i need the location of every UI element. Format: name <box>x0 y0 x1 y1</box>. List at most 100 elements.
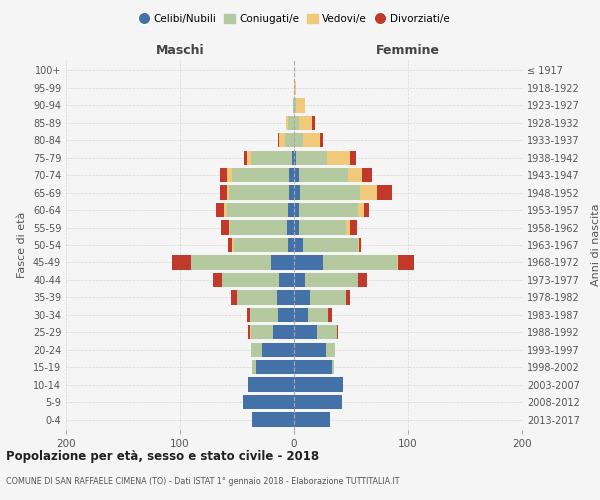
Bar <box>397 256 398 270</box>
Bar <box>326 342 335 357</box>
Bar <box>230 220 287 234</box>
Bar <box>350 150 356 165</box>
Bar <box>294 395 342 409</box>
Bar <box>262 342 294 357</box>
Bar <box>232 238 233 252</box>
Y-axis label: Fasce di età: Fasce di età <box>17 212 27 278</box>
Bar <box>310 290 346 304</box>
Bar <box>220 168 227 182</box>
Bar <box>294 168 299 182</box>
Bar <box>312 116 314 130</box>
Bar <box>358 203 364 217</box>
Bar <box>229 186 289 200</box>
Bar <box>285 133 294 148</box>
Bar <box>287 220 294 234</box>
Bar <box>294 238 303 252</box>
Bar <box>294 360 332 374</box>
Bar <box>247 150 251 165</box>
Bar <box>305 273 358 287</box>
Bar <box>279 273 294 287</box>
Bar <box>227 186 229 200</box>
Bar <box>278 133 279 148</box>
Bar <box>303 238 358 252</box>
Bar <box>294 290 310 304</box>
Bar <box>250 308 278 322</box>
Bar <box>300 186 360 200</box>
Bar <box>294 220 299 234</box>
Bar <box>271 256 294 270</box>
Bar <box>299 116 312 130</box>
Bar <box>237 290 277 304</box>
Bar <box>337 325 338 340</box>
Bar <box>242 395 294 409</box>
Bar <box>358 273 367 287</box>
Text: Femmine: Femmine <box>376 44 440 58</box>
Bar <box>359 238 361 252</box>
Bar <box>227 203 289 217</box>
Text: Popolazione per età, sesso e stato civile - 2018: Popolazione per età, sesso e stato civil… <box>6 450 319 463</box>
Bar <box>213 273 222 287</box>
Bar <box>347 168 362 182</box>
Bar <box>294 308 308 322</box>
Bar <box>232 168 289 182</box>
Bar <box>303 133 320 148</box>
Bar <box>232 290 237 304</box>
Bar <box>299 220 346 234</box>
Bar <box>172 256 191 270</box>
Bar <box>350 220 356 234</box>
Bar <box>320 133 323 148</box>
Bar <box>277 290 294 304</box>
Bar <box>346 220 350 234</box>
Bar <box>289 186 294 200</box>
Bar <box>398 256 414 270</box>
Bar <box>317 325 337 340</box>
Bar <box>222 273 279 287</box>
Legend: Celibi/Nubili, Coniugati/e, Vedovi/e, Divorziati/e: Celibi/Nubili, Coniugati/e, Vedovi/e, Di… <box>134 10 454 29</box>
Bar <box>299 203 358 217</box>
Bar <box>294 378 343 392</box>
Bar <box>278 308 294 322</box>
Bar <box>294 133 303 148</box>
Bar <box>251 342 262 357</box>
Bar <box>256 360 294 374</box>
Bar <box>296 98 305 112</box>
Bar <box>294 81 296 95</box>
Bar <box>294 150 296 165</box>
Bar <box>251 325 274 340</box>
Bar <box>296 150 327 165</box>
Bar <box>289 116 294 130</box>
Bar <box>229 220 230 234</box>
Bar <box>377 186 392 200</box>
Bar <box>279 133 285 148</box>
Bar <box>233 238 289 252</box>
Bar <box>244 150 247 165</box>
Bar <box>252 412 294 426</box>
Bar <box>248 378 294 392</box>
Bar <box>323 256 397 270</box>
Bar <box>289 203 294 217</box>
Bar <box>220 186 227 200</box>
Bar <box>294 203 299 217</box>
Bar <box>228 238 232 252</box>
Bar <box>358 238 359 252</box>
Bar <box>286 116 289 130</box>
Bar <box>294 412 331 426</box>
Bar <box>292 150 294 165</box>
Bar <box>328 308 332 322</box>
Bar <box>294 116 299 130</box>
Bar <box>227 168 232 182</box>
Text: COMUNE DI SAN RAFFAELE CIMENA (TO) - Dati ISTAT 1° gennaio 2018 - Elaborazione T: COMUNE DI SAN RAFFAELE CIMENA (TO) - Dat… <box>6 478 400 486</box>
Bar <box>293 98 294 112</box>
Bar <box>294 186 300 200</box>
Bar <box>332 360 334 374</box>
Bar <box>289 238 294 252</box>
Bar <box>221 220 229 234</box>
Bar <box>252 360 256 374</box>
Bar <box>224 203 227 217</box>
Bar <box>294 273 305 287</box>
Y-axis label: Anni di nascita: Anni di nascita <box>591 204 600 286</box>
Bar <box>217 203 224 217</box>
Bar <box>364 203 369 217</box>
Bar <box>191 256 271 270</box>
Bar <box>294 256 323 270</box>
